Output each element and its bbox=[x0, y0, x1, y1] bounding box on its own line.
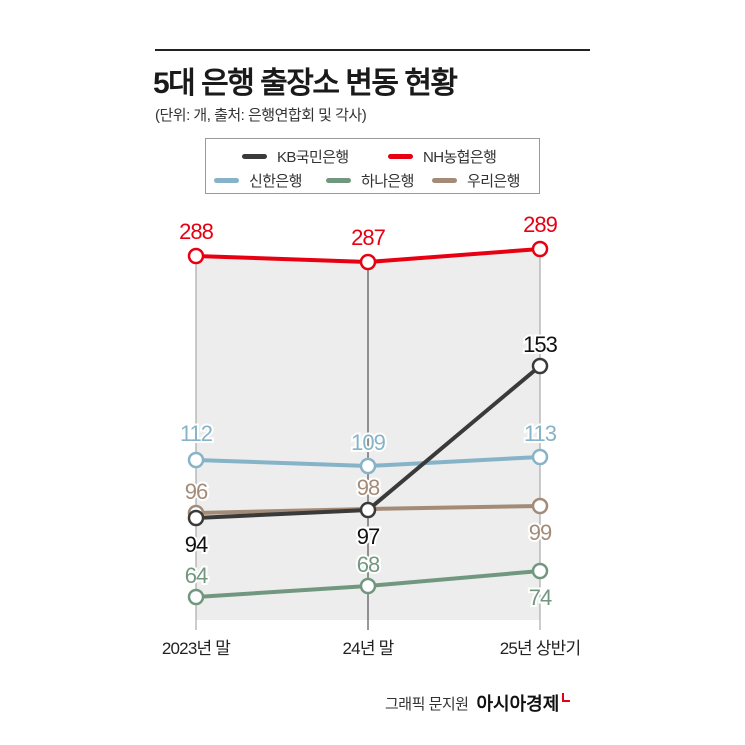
legend-label: 우리은행 bbox=[467, 173, 520, 190]
legend-swatch-nh bbox=[388, 154, 413, 159]
legend-label: 신한은행 bbox=[249, 173, 302, 190]
value-label: 98 bbox=[357, 475, 380, 500]
series-nh: 288 287 289 bbox=[179, 212, 559, 271]
legend-swatch-shinhan bbox=[214, 178, 239, 183]
data-point bbox=[359, 501, 377, 519]
graphic-credit: 그래픽 문지원 bbox=[385, 695, 469, 713]
value-label: 97 bbox=[357, 524, 380, 549]
series-woori: 96 98 99 bbox=[183, 473, 555, 547]
legend-item-woori: 우리은행 bbox=[432, 170, 520, 191]
value-label: 74 bbox=[529, 585, 552, 610]
value-label: 289 bbox=[523, 212, 557, 237]
legend-item-nh: NH농협은행 bbox=[388, 146, 497, 167]
data-point bbox=[531, 240, 549, 258]
legend-label: NH농협은행 bbox=[423, 149, 497, 166]
value-label: 109 bbox=[351, 430, 385, 455]
x-tick-label: 2023년 말 bbox=[162, 639, 231, 658]
data-point bbox=[187, 247, 205, 265]
data-point bbox=[531, 448, 549, 466]
legend-swatch-kb bbox=[242, 154, 267, 159]
value-label: 96 bbox=[185, 479, 208, 504]
value-label: 288 bbox=[179, 219, 213, 244]
legend-label: 하나은행 bbox=[361, 173, 414, 190]
data-point bbox=[359, 253, 377, 271]
footer-credit: 그래픽 문지원 아시아경제 bbox=[385, 690, 571, 716]
legend-swatch-hana bbox=[326, 178, 351, 183]
data-point bbox=[531, 562, 549, 580]
series-hana: 64 68 74 bbox=[183, 550, 555, 612]
value-label: 153 bbox=[523, 332, 557, 357]
data-point bbox=[187, 509, 205, 527]
legend: KB국민은행 NH농협은행 신한은행 하나은행 우리은행 bbox=[205, 138, 540, 194]
value-label: 99 bbox=[529, 520, 552, 545]
value-label: 64 bbox=[185, 563, 208, 588]
value-label: 287 bbox=[351, 225, 385, 250]
brand-mark-icon bbox=[562, 692, 571, 702]
data-point bbox=[187, 451, 205, 469]
chart-subtitle: (단위: 개, 출처: 은행연합회 및 각사) bbox=[155, 107, 367, 124]
legend-item-kb: KB국민은행 bbox=[242, 146, 349, 167]
data-point bbox=[359, 457, 377, 475]
data-point bbox=[531, 497, 549, 515]
series-kb: 94 97 153 bbox=[183, 330, 561, 559]
data-point bbox=[187, 588, 205, 606]
legend-item-shinhan: 신한은행 bbox=[214, 170, 302, 191]
data-point bbox=[359, 577, 377, 595]
legend-label: KB국민은행 bbox=[277, 149, 349, 166]
brand-logo: 아시아경제 bbox=[476, 694, 560, 714]
value-label: 94 bbox=[185, 532, 208, 557]
top-rule bbox=[155, 49, 590, 51]
x-tick-label: 24년 말 bbox=[343, 639, 395, 658]
data-point bbox=[531, 357, 549, 375]
value-label: 112 bbox=[180, 421, 213, 446]
x-tick-label: 25년 상반기 bbox=[500, 639, 581, 658]
value-label: 68 bbox=[357, 552, 380, 577]
series-shinhan: 112 109 113 bbox=[178, 419, 560, 475]
legend-item-hana: 하나은행 bbox=[326, 170, 414, 191]
chart-title: 5대 은행 출장소 변동 현황 bbox=[153, 67, 458, 100]
legend-swatch-woori bbox=[432, 178, 457, 183]
value-label: 113 bbox=[524, 421, 557, 446]
